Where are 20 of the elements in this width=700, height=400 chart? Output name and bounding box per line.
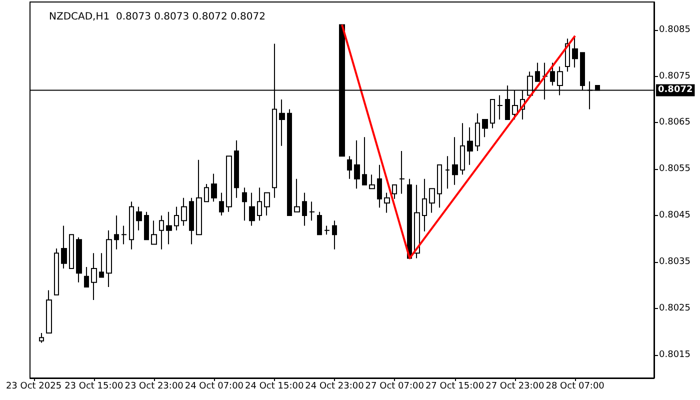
x-tick-label: 23 Oct 2025 [6,382,62,392]
x-tick-label: 27 Oct 23:00 [486,382,545,392]
x-tick-label: 28 Oct 07:00 [546,382,605,392]
y-tick-label: 0.8055 [659,164,690,174]
x-tick-label: 23 Oct 23:00 [124,382,184,392]
x-tick-label: 27 Oct 07:00 [365,382,424,392]
y-tick-label: 0.8015 [659,350,690,360]
y-tick-label: 0.8065 [659,118,690,128]
x-tick-label: 24 Oct 23:00 [305,382,364,392]
x-tick-label: 27 Oct 15:00 [425,382,484,392]
x-tick-label: 23 Oct 15:00 [64,382,124,392]
x-tick-label: 24 Oct 07:00 [184,382,244,392]
y-tick-label: 0.8035 [659,256,690,267]
ref-line-label: 0.8072 [658,85,693,96]
y-tick-label: 0.8025 [659,303,690,314]
y-tick-label: 0.8085 [659,24,690,35]
y-tick-label: 0.8045 [659,210,690,221]
y-tick-label: 0.8075 [659,71,690,82]
text: NZDCAD,H1 0.8073 0.8073 0.8072 0.8072 [49,12,266,22]
x-tick-label: 24 Oct 15:00 [245,382,304,392]
